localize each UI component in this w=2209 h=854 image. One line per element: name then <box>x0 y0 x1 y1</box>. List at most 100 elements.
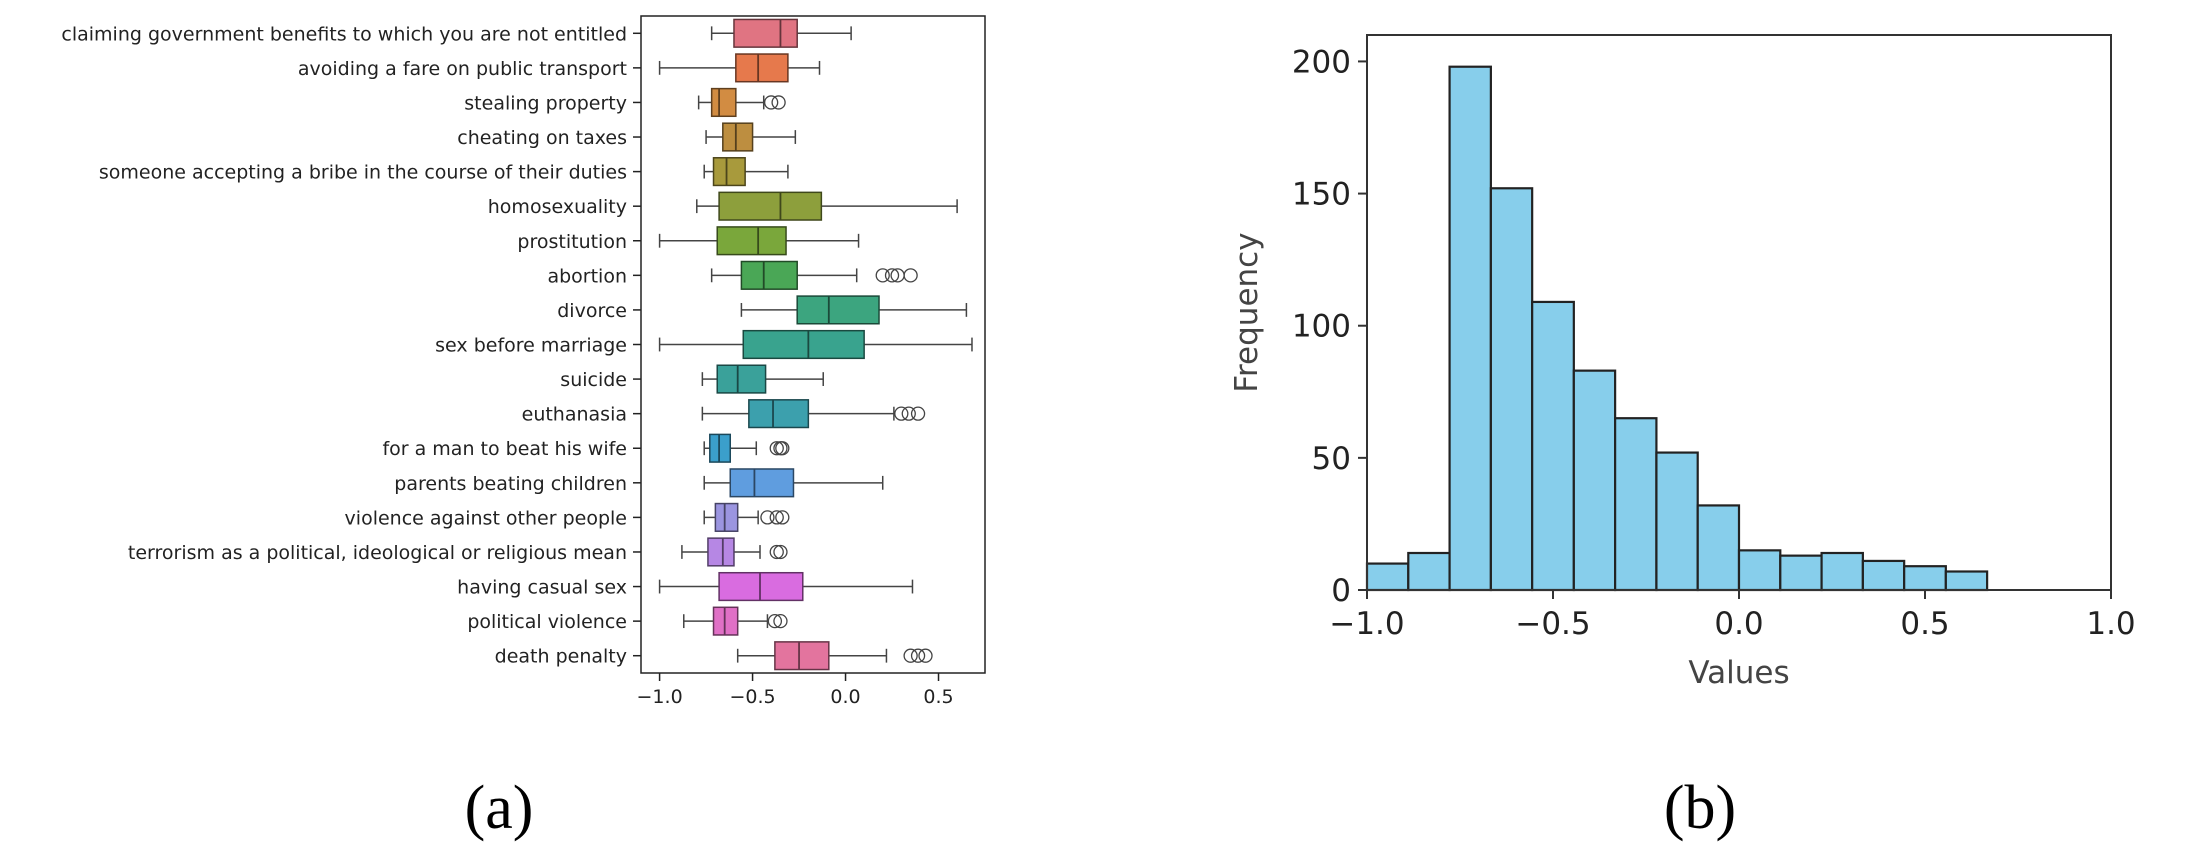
box-group <box>703 433 790 463</box>
x-tick-label: −0.5 <box>729 686 775 708</box>
histogram-bar <box>1572 369 1617 592</box>
outlier-point <box>769 441 784 456</box>
outlier-point <box>775 510 790 525</box>
y-tick-label: abortion <box>547 265 627 287</box>
x-tick-label: 0.5 <box>1900 606 1949 642</box>
outlier-point <box>769 510 784 525</box>
panel-label-b: (b) <box>1664 774 1736 842</box>
y-tick-label: suicide <box>560 369 627 391</box>
box <box>707 537 735 567</box>
box-group <box>697 87 786 118</box>
histogram-bar <box>1944 570 1989 592</box>
y-tick-label: sex before marriage <box>435 335 627 357</box>
box <box>748 399 810 429</box>
box-group <box>710 18 852 48</box>
y-tick-label: someone accepting a bribe in the course … <box>99 162 627 184</box>
histogram-bar <box>1489 187 1534 592</box>
outlier-point <box>918 648 933 663</box>
y-tick-label: 150 <box>1292 177 1351 213</box>
y-tick-label: 100 <box>1292 309 1351 345</box>
box-group <box>658 53 821 83</box>
box <box>712 157 746 187</box>
box-group <box>658 226 860 256</box>
plot-frame <box>640 15 986 674</box>
panel-label-a: (a) <box>465 774 534 842</box>
y-tick-label: political violence <box>467 611 627 633</box>
x-tick-label: 0.0 <box>1714 606 1763 642</box>
outlier-point <box>875 268 890 283</box>
box-group <box>681 537 788 567</box>
y-axis-label: Frequency <box>1229 232 1265 392</box>
box <box>796 295 880 325</box>
outlier-point <box>910 406 926 421</box>
x-axis-label: Values <box>1688 655 1789 691</box>
histogram-bar <box>1531 300 1575 592</box>
outlier-point <box>894 406 909 421</box>
box-group <box>683 606 788 636</box>
histogram-bar <box>1861 559 1906 592</box>
outlier-point <box>903 648 918 663</box>
x-tick-label: 0.0 <box>830 686 860 708</box>
outlier-point <box>767 613 783 629</box>
histogram-bar <box>1655 451 1699 592</box>
x-tick-label: −1.0 <box>637 686 683 708</box>
box <box>718 191 823 221</box>
box <box>735 53 789 83</box>
histogram-bar <box>1696 504 1741 592</box>
box-group <box>703 502 790 532</box>
box <box>722 122 754 152</box>
box <box>742 329 865 360</box>
histogram-chart: −1.0 −0.5 0.0 0.5 1.0 0 50 100 150 200 Values Frequ… <box>1229 34 2136 691</box>
boxplot-chart: claiming government benefits to which yo… <box>61 15 986 708</box>
y-tick-label: having casual sex <box>457 577 627 599</box>
outlier-point <box>764 95 779 110</box>
box <box>716 364 767 394</box>
y-tick-label: stealing property <box>464 92 627 114</box>
box <box>729 468 795 498</box>
box <box>716 226 787 256</box>
box-group <box>703 157 789 187</box>
histogram-bar <box>1614 417 1658 592</box>
box <box>714 502 739 532</box>
y-tick-label: death penalty <box>495 646 627 668</box>
box-group <box>701 364 824 394</box>
box <box>733 18 798 48</box>
box-group <box>736 641 933 671</box>
histogram-bar <box>1407 551 1451 592</box>
box-group <box>740 295 968 325</box>
outlier-point <box>775 441 790 456</box>
outlier-point <box>910 648 926 663</box>
outlier-point <box>771 95 786 110</box>
y-tick-label: prostitution <box>517 231 627 253</box>
histogram-bar <box>1903 565 1947 592</box>
outlier-point <box>760 510 775 525</box>
box-group <box>701 399 926 429</box>
outlier-point <box>890 268 905 283</box>
histogram-bar <box>1448 65 1492 592</box>
y-tick-label: violence against other people <box>345 507 627 529</box>
outlier-point <box>773 613 788 629</box>
outlier-point <box>773 544 788 560</box>
box-group <box>705 122 797 152</box>
x-tick-label: 0.5 <box>923 686 953 708</box>
y-tick-label: 50 <box>1312 441 1351 477</box>
outlier-point <box>884 268 900 283</box>
histogram-bar <box>1779 554 1823 592</box>
box-group <box>658 571 914 602</box>
box <box>710 87 737 118</box>
y-tick-label: 0 <box>1331 573 1351 609</box>
box-group <box>696 191 958 221</box>
y-tick-label: homosexuality <box>488 196 627 218</box>
box <box>709 433 732 463</box>
box <box>774 641 830 671</box>
box-group <box>703 468 884 498</box>
box-group <box>710 260 918 290</box>
x-tick-label: −0.5 <box>1515 606 1590 642</box>
outlier-point <box>901 406 916 421</box>
x-tick-label: −1.0 <box>1329 606 1404 642</box>
outlier-point <box>903 268 918 283</box>
box <box>718 571 804 602</box>
y-tick-label: parents beating children <box>394 473 627 495</box>
x-tick-label: 1.0 <box>2086 606 2135 642</box>
